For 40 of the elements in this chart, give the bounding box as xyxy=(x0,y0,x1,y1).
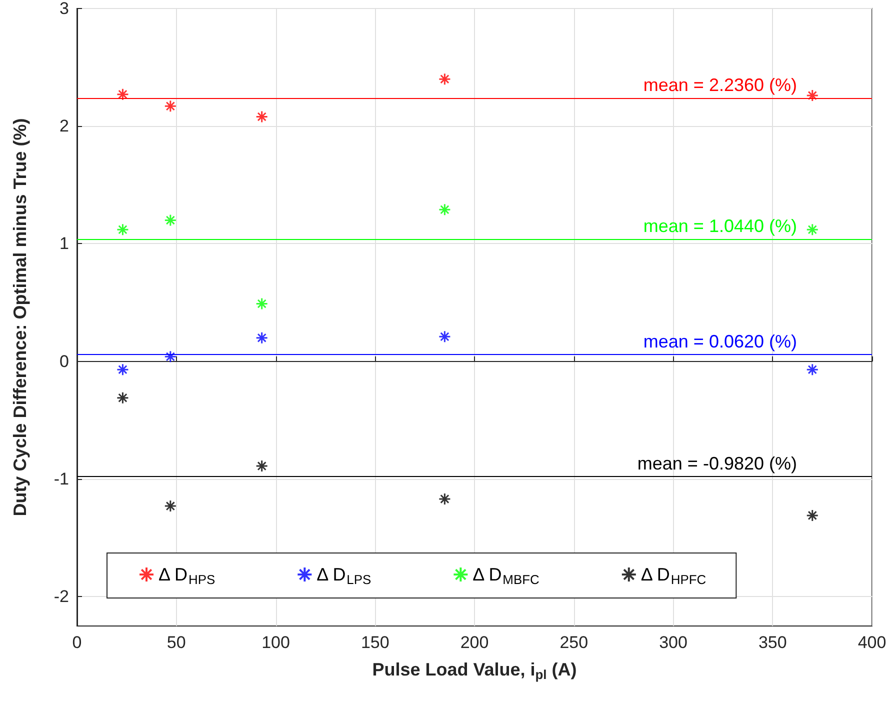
point xyxy=(116,392,129,404)
point xyxy=(116,223,129,236)
point xyxy=(164,214,177,226)
point xyxy=(256,110,268,123)
point xyxy=(438,330,451,343)
point xyxy=(116,88,129,101)
point xyxy=(164,350,177,363)
point xyxy=(438,492,451,506)
x-tick-label: 100 xyxy=(262,633,290,652)
point xyxy=(164,100,177,112)
point xyxy=(806,223,819,236)
x-tick-label: 250 xyxy=(560,633,588,652)
ref-line-label: mean = 1.0440 (%) xyxy=(643,216,797,236)
y-tick-label: 0 xyxy=(60,352,69,371)
point xyxy=(164,500,177,512)
ref-line-label: mean = 0.0620 (%) xyxy=(643,331,797,352)
point xyxy=(438,203,451,216)
y-tick-label: 2 xyxy=(60,116,69,136)
x-tick-label: 350 xyxy=(758,633,787,652)
point xyxy=(806,509,819,522)
x-tick-label: 200 xyxy=(460,633,489,652)
y-axis-title: Duty Cycle Difference: Optimal minus True (%) xyxy=(10,118,30,516)
x-tick-label: 0 xyxy=(72,633,82,652)
point xyxy=(806,89,819,102)
point xyxy=(256,332,268,344)
point xyxy=(438,72,451,86)
x-tick-label: 50 xyxy=(166,633,186,652)
point xyxy=(256,297,268,310)
x-tick-label: 150 xyxy=(360,633,390,652)
y-tick-label: 1 xyxy=(60,234,69,254)
point xyxy=(806,363,819,376)
y-tick-label: -1 xyxy=(54,469,69,488)
x-tick-label: 300 xyxy=(659,633,688,652)
ref-line-label: mean = 2.2360 (%) xyxy=(643,74,797,95)
point xyxy=(116,363,129,376)
x-tick-label: 400 xyxy=(858,633,886,652)
ref-line-label: mean = -0.9820 (%) xyxy=(637,454,797,474)
y-tick-label: 3 xyxy=(60,0,69,18)
y-tick-label: -2 xyxy=(54,587,69,606)
point xyxy=(256,460,268,472)
